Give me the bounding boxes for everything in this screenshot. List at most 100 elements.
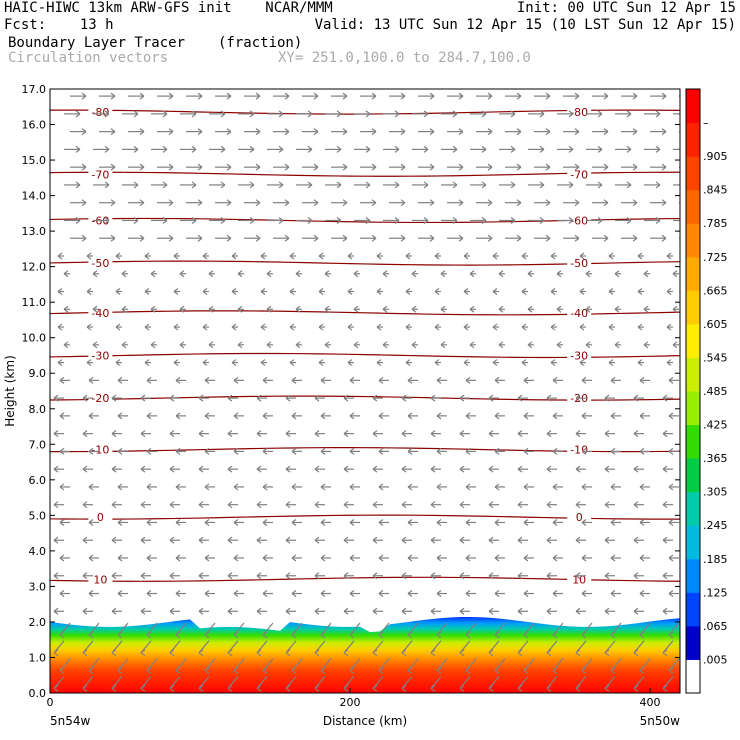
vector-arrowhead	[579, 359, 585, 367]
vector-arrowhead	[610, 631, 616, 639]
vector-arrowhead	[324, 270, 330, 278]
header-valid: Valid: 13 UTC Sun 12 Apr 15 (10 LST Sun …	[314, 17, 736, 33]
x-tick-label: 200	[340, 696, 361, 709]
vector-arrowhead	[324, 305, 330, 313]
vector-arrowhead	[430, 536, 436, 544]
vector-arrowhead	[59, 554, 65, 562]
y-tick-label: 17.0	[22, 83, 47, 96]
vector-arrowhead	[568, 145, 574, 153]
vector-arrowhead	[372, 536, 378, 544]
vector-arrowhead	[452, 110, 458, 118]
colorbar-swatch	[686, 357, 700, 392]
vector-arrowhead	[82, 536, 88, 544]
vector-arrowhead	[256, 684, 262, 692]
x-tick-label: 0	[47, 696, 54, 709]
vector-arrowhead	[249, 145, 255, 153]
vector-arrowhead	[610, 590, 616, 597]
vector-arrowhead	[82, 572, 88, 580]
circulation-vector	[581, 658, 593, 671]
vector-arrowhead	[175, 554, 181, 562]
circulation-vector	[198, 640, 210, 654]
vector-arrowhead	[469, 270, 475, 278]
vector-arrowhead	[262, 483, 268, 491]
vector-arrowhead	[336, 145, 342, 153]
vector-arrowhead	[610, 376, 616, 384]
vector-arrowhead	[643, 341, 649, 349]
vector-arrowhead	[140, 684, 146, 692]
vector-arrowhead	[202, 359, 208, 367]
vector-arrowhead	[581, 447, 587, 455]
circulation-vector	[517, 640, 529, 654]
vector-arrowhead	[320, 483, 326, 491]
vector-arrowhead	[220, 110, 226, 118]
vector-arrowhead	[343, 430, 349, 438]
vector-arrowhead	[407, 376, 413, 384]
vector-arrowhead	[604, 536, 610, 544]
vector-arrowhead	[313, 92, 319, 100]
vector-arrowhead	[233, 412, 239, 420]
vector-arrowhead	[668, 518, 674, 526]
vector-arrowhead	[81, 199, 87, 207]
vector-arrowhead	[668, 376, 674, 384]
vector-arrowhead	[88, 447, 94, 455]
vector-arrowhead	[227, 684, 233, 692]
vector-arrowhead	[146, 554, 152, 562]
vector-arrowhead	[575, 536, 581, 544]
vector-arrowhead	[463, 323, 469, 331]
vector-arrowhead	[208, 341, 214, 349]
vector-arrowhead	[429, 199, 435, 207]
colorbar-label: .845	[703, 184, 728, 197]
vector-arrowhead	[168, 199, 174, 207]
circulation-vector	[140, 640, 152, 654]
circulation-vector	[343, 675, 355, 689]
vector-arrowhead	[117, 412, 123, 420]
vector-arrowhead	[662, 430, 668, 438]
vector-arrowhead	[117, 590, 123, 597]
vector-arrowhead	[579, 323, 585, 331]
colorbar-swatch	[686, 156, 700, 191]
vector-arrowhead	[378, 412, 384, 420]
vector-arrowhead	[318, 323, 324, 331]
vector-arrowhead	[523, 554, 529, 562]
header-fcst: Fcst: 13 h	[4, 17, 114, 33]
contour-label: -60	[570, 214, 588, 227]
vector-arrowhead	[59, 667, 65, 675]
vector-arrowhead	[488, 684, 494, 692]
header-title: HAIC-HIWC 13km ARW-GFS init NCAR/MMM	[4, 0, 333, 16]
vector-arrowhead	[121, 341, 127, 349]
vector-arrowhead	[349, 447, 355, 455]
y-tick-label: 5.0	[29, 509, 47, 522]
colorbar-label: .245	[703, 519, 728, 532]
vector-arrowhead	[378, 518, 384, 526]
vector-arrowhead	[256, 649, 262, 657]
vector-arrowhead	[324, 341, 330, 349]
y-tick-label: 9.0	[29, 367, 47, 380]
vector-arrowhead	[104, 181, 110, 189]
vector-arrowhead	[639, 447, 645, 455]
vector-arrowhead	[372, 684, 378, 692]
vector-arrowhead	[568, 181, 574, 189]
vector-arrowhead	[459, 501, 465, 509]
contour-label: -30	[570, 349, 588, 362]
vector-arrowhead	[523, 412, 529, 420]
vector-arrowhead	[284, 199, 290, 207]
vector-arrowhead	[291, 483, 297, 491]
contour-label-bg	[567, 213, 592, 226]
circulation-vector	[610, 658, 622, 671]
vector-arrowhead	[581, 590, 587, 597]
vector-arrowhead	[285, 501, 291, 509]
colorbar-swatch	[686, 491, 700, 526]
colorbar-label: .065	[703, 620, 728, 633]
contour-label-bg	[567, 510, 592, 523]
vector-arrowhead	[407, 483, 413, 491]
vector-arrowhead	[150, 305, 156, 313]
vector-arrowhead	[639, 667, 645, 675]
vector-arrowhead	[662, 607, 668, 615]
vector-arrowhead	[233, 483, 239, 491]
vector-arrowhead	[668, 447, 674, 455]
vector-arrowhead	[382, 341, 388, 349]
vector-arrowhead	[604, 430, 610, 438]
y-axis-label: Height (km)	[3, 355, 17, 426]
vector-arrowhead	[318, 359, 324, 367]
x-axis-label: Distance (km)	[323, 714, 407, 728]
